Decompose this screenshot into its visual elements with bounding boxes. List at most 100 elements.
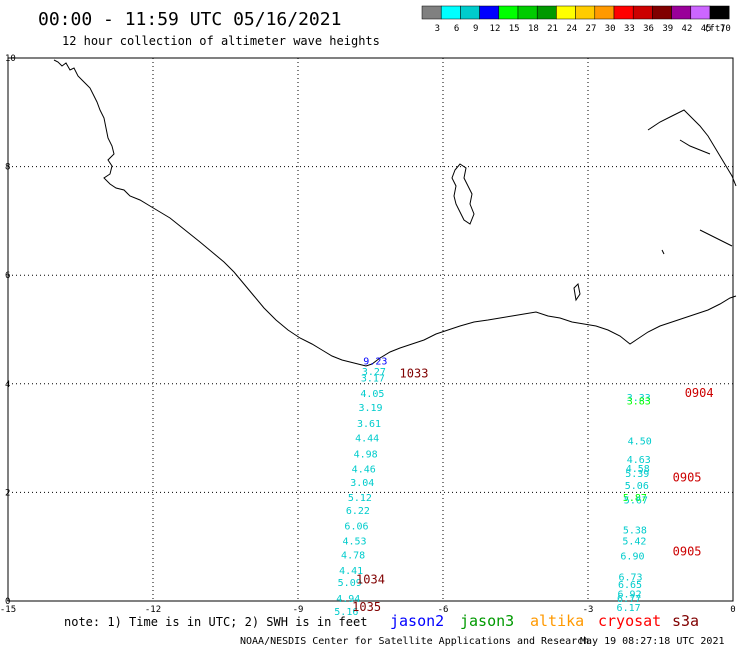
wave-height-label: 5.06 (625, 481, 649, 492)
coastline-ghana-east (647, 109, 737, 255)
legend-swatch (690, 5, 711, 20)
map-title: 00:00 - 11:59 UTC 05/16/2021 (38, 9, 341, 30)
legend-swatch (440, 5, 461, 20)
legend-label: 18 (528, 24, 539, 34)
mission-legend: jason2 jason3 altika cryosat s3a (390, 612, 699, 630)
lon-tick-label: -15 (0, 605, 16, 615)
legend-swatch (632, 5, 653, 20)
lat-tick-label: 0 (5, 597, 10, 607)
wave-height-label: 4.50 (628, 437, 652, 448)
mission-label: cryosat (598, 612, 661, 630)
lat-tick-label: 6 (5, 271, 10, 281)
lon-tick-label: 0 (730, 605, 735, 615)
pass-time-label: 1035 (352, 600, 381, 614)
map-subtitle: 12 hour collection of altimeter wave hei… (62, 34, 380, 48)
footer-note: note: 1) Time is in UTC; 2) SWH is in fe… (64, 615, 367, 629)
lon-tick-label: -12 (145, 605, 161, 615)
lon-tick-label: -3 (583, 605, 594, 615)
coastline-bioko (451, 163, 475, 225)
pass-time-label: 0905 (673, 471, 702, 485)
wave-height-label: 4.53 (343, 537, 367, 548)
pass-times: 1033 1034 1035 0904 0905 0905 (352, 366, 713, 613)
legend-label: 70 (720, 24, 731, 34)
wave-height-label: 4.94 (336, 594, 360, 605)
legend-label: 21 (547, 24, 558, 34)
lon-tick-label: -6 (438, 605, 449, 615)
wave-height-label: 6.73 (618, 572, 642, 583)
wave-height-label: 3.61 (357, 419, 381, 430)
wave-height-label: 3.17 (361, 374, 385, 385)
wave-height-label: 4.46 (352, 464, 376, 475)
color-legend: 3 6 9 12 15 18 21 24 27 30 33 36 39 42 45 70 (421, 5, 731, 34)
legend-label: 15 (509, 24, 520, 34)
legend-swatch (613, 5, 634, 20)
legend-label: 42 (682, 24, 693, 34)
legend-swatch (517, 5, 538, 20)
wave-height-label: 6.90 (620, 552, 644, 563)
pass-time-label: 1034 (356, 573, 385, 587)
wave-height-label: 5.16 (334, 607, 358, 618)
wave-height-label: 4.44 (355, 433, 379, 444)
wave-height-label: 4.63 (627, 455, 651, 466)
wave-height-label: 6.92 (618, 590, 642, 601)
wave-height-label: 5.39 (625, 469, 649, 480)
wave-height-label: 3.83 (627, 396, 651, 407)
wave-height-label: 4.05 (360, 389, 384, 400)
legend-swatch (671, 5, 692, 20)
wave-height-label: 3.19 (358, 403, 382, 414)
wave-height-label: 3.33 (627, 393, 651, 404)
mission-label: jason2 (390, 612, 444, 630)
lat-tick-label: 2 (5, 488, 10, 498)
legend-unit: (ft) (704, 24, 726, 34)
mission-label: jason3 (460, 612, 514, 630)
wave-height-label: 3.04 (350, 478, 374, 489)
legend-swatch (652, 5, 672, 20)
legend-swatch (421, 5, 442, 20)
legend-swatch (536, 5, 557, 20)
mission-label: altika (530, 612, 584, 630)
wave-height-label: 5.87 (623, 493, 647, 504)
legend-label: 27 (586, 24, 597, 34)
legend-swatch (498, 5, 519, 20)
wave-height-label: 5.12 (348, 493, 372, 504)
grid-lines (8, 58, 733, 601)
plot-frame (7, 57, 734, 602)
footer-credit: NOAA/NESDIS Center for Satellite Applica… (240, 636, 589, 647)
legend-label: 30 (605, 24, 616, 34)
wave-height-label: 6.22 (346, 506, 370, 517)
legend-label: 24 (566, 24, 577, 34)
pass-time-label: 1033 (400, 366, 429, 380)
legend-label: 9 (473, 24, 478, 34)
legend-swatch (594, 5, 615, 20)
wave-height-label: 4.98 (354, 450, 378, 461)
legend-swatch (556, 5, 576, 20)
pass-time-label: 0905 (673, 544, 702, 558)
lat-tick-label: 8 (5, 163, 10, 173)
lat-tick-label: 10 (5, 54, 16, 64)
legend-swatch (575, 5, 596, 20)
legend-label: 12 (490, 24, 501, 34)
mission-label: s3a (672, 612, 699, 630)
coastline (53, 59, 737, 367)
legend-label: 6 (454, 24, 459, 34)
legend-swatch (709, 5, 730, 20)
wave-height-label: 3.27 (362, 367, 386, 378)
pass-time-label: 0904 (685, 386, 714, 400)
legend-label: 36 (643, 24, 654, 34)
wave-height-label: 6.65 (618, 580, 642, 591)
wave-height-label: 5.09 (338, 578, 362, 589)
legend-label: 39 (662, 24, 673, 34)
wave-height-label: 5.42 (622, 537, 646, 548)
wave-height-label: 4.41 (339, 566, 363, 577)
coastline-islet (573, 282, 581, 302)
wave-height-label: 6.06 (344, 521, 368, 532)
wave-height-label: 5.38 (623, 526, 647, 537)
legend-swatch (460, 5, 480, 20)
axis-ticks: -15 -12 -9 -6 -3 0 0 2 4 6 8 10 (0, 54, 736, 615)
lat-tick-label: 4 (5, 380, 10, 390)
wave-height-label: 6.77 (617, 594, 641, 605)
legend-swatch (479, 5, 500, 20)
coastline-africa (53, 59, 737, 367)
